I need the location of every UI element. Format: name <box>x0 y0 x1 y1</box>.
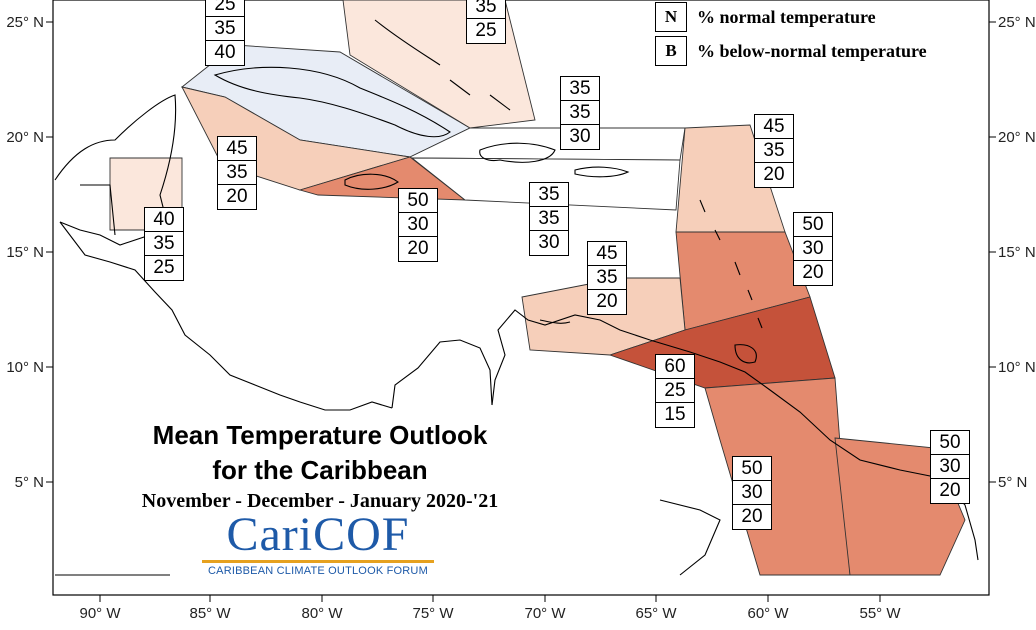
prob-box-abc-islands: 45 35 20 <box>587 241 627 315</box>
map-title-line2: for the Caribbean <box>212 455 428 485</box>
lat-label: 25° N <box>998 14 1036 31</box>
lat-label: 15° N <box>6 244 44 261</box>
prob-value: 35 <box>561 77 599 101</box>
prob-value: 20 <box>939 480 961 501</box>
prob-value: 60 <box>656 355 694 379</box>
legend-text: % normal temperature <box>697 6 876 27</box>
prob-box-hispaniola-north: 35 35 30 <box>560 76 600 150</box>
legend-item-normal: N % normal temperature <box>655 0 927 34</box>
prob-value: 15 <box>664 404 686 425</box>
lat-label: 10° N <box>998 359 1036 376</box>
prob-value: 25 <box>153 257 175 278</box>
lat-label: 5° N <box>998 474 1027 491</box>
prob-value: 20 <box>407 238 429 259</box>
prob-value: 35 <box>530 183 568 207</box>
lon-label: 80° W <box>301 605 343 622</box>
prob-value: 35 <box>206 17 244 41</box>
prob-value: 50 <box>733 457 771 481</box>
lon-label: 90° W <box>79 605 121 622</box>
prob-value: 35 <box>145 232 183 256</box>
prob-value: 20 <box>741 506 763 527</box>
prob-value: 20 <box>763 164 785 185</box>
prob-box-puerto-rico: 35 35 30 <box>529 182 569 256</box>
prob-value: 50 <box>399 189 437 213</box>
legend-item-below: B % below-normal temperature <box>655 34 927 68</box>
lon-label: 65° W <box>635 605 677 622</box>
prob-value: 35 <box>530 207 568 231</box>
coastlines <box>54 19 979 576</box>
prob-value: 30 <box>399 213 437 237</box>
prob-value: 40 <box>214 42 236 63</box>
lon-label: 85° W <box>189 605 231 622</box>
caricof-logo: CariCOF CARIBBEAN CLIMATE OUTLOOK FORUM <box>198 510 438 577</box>
forecast-regions <box>109 0 966 576</box>
lon-label: 75° W <box>412 605 454 622</box>
prob-box-guyana: 50 30 20 <box>732 456 772 530</box>
legend-key: B <box>655 36 687 66</box>
prob-box-leeward-islands: 45 35 20 <box>754 114 794 188</box>
longitude-axis: 90° W 85° W 80° W 75° W 70° W 65° W 60° … <box>79 595 901 622</box>
latitude-axis-right: 25° N 20° N 15° N 10° N 5° N <box>989 14 1036 491</box>
logo-tagline: CARIBBEAN CLIMATE OUTLOOK FORUM <box>208 565 428 577</box>
lon-label: 60° W <box>747 605 789 622</box>
logo-wordmark: CariCOF <box>226 508 410 561</box>
prob-value: 30 <box>931 455 969 479</box>
prob-value: 25 <box>206 0 244 17</box>
prob-box-belize-yucatan: 45 35 20 <box>217 136 257 210</box>
lon-label: 70° W <box>524 605 566 622</box>
legend-key: N <box>655 2 687 32</box>
lat-label: 15° N <box>998 244 1036 261</box>
latitude-axis-left: 25° N 20° N 15° N 10° N 5° N <box>6 14 53 491</box>
prob-value: 35 <box>218 161 256 185</box>
legend-text: % below-normal temperature <box>697 40 927 61</box>
lat-label: 25° N <box>6 14 44 31</box>
prob-value: 35 <box>467 0 505 19</box>
prob-value: 50 <box>794 213 832 237</box>
prob-box-suriname-french-guiana: 50 30 20 <box>930 430 970 504</box>
lat-label: 10° N <box>6 359 44 376</box>
prob-value: 25 <box>656 379 694 403</box>
prob-value: 45 <box>218 137 256 161</box>
legend: N % normal temperature B % below-normal … <box>655 0 927 68</box>
prob-value: 20 <box>802 262 824 283</box>
logo-underline <box>202 560 434 563</box>
prob-value: 45 <box>588 242 626 266</box>
prob-value: 35 <box>561 101 599 125</box>
prob-box-cuba: 25 35 40 <box>205 0 245 66</box>
map-title-line1: Mean Temperature Outlook <box>152 420 488 450</box>
lat-label: 20° N <box>998 129 1036 146</box>
prob-value: 50 <box>931 431 969 455</box>
map-subtitle: November - December - January 2020-'21 <box>141 490 499 512</box>
prob-value: 35 <box>755 139 793 163</box>
prob-box-jamaica: 50 30 20 <box>398 188 438 262</box>
prob-value: 20 <box>596 291 618 312</box>
region-guyana <box>704 377 851 576</box>
prob-box-belize: 40 35 25 <box>144 207 184 281</box>
prob-value: 30 <box>733 481 771 505</box>
prob-value: 30 <box>569 126 591 147</box>
prob-box-bahamas-north: 35 25 <box>466 0 506 44</box>
prob-box-trinidad: 60 25 15 <box>655 354 695 428</box>
lon-label: 55° W <box>859 605 901 622</box>
prob-value: 45 <box>755 115 793 139</box>
lat-label: 20° N <box>6 129 44 146</box>
prob-value: 20 <box>226 186 248 207</box>
prob-value: 35 <box>588 266 626 290</box>
prob-value: 30 <box>794 237 832 261</box>
prob-value: 30 <box>538 232 560 253</box>
prob-value: 25 <box>475 20 497 41</box>
prob-value: 40 <box>145 208 183 232</box>
prob-box-windward-islands: 50 30 20 <box>793 212 833 286</box>
lat-label: 5° N <box>15 474 44 491</box>
